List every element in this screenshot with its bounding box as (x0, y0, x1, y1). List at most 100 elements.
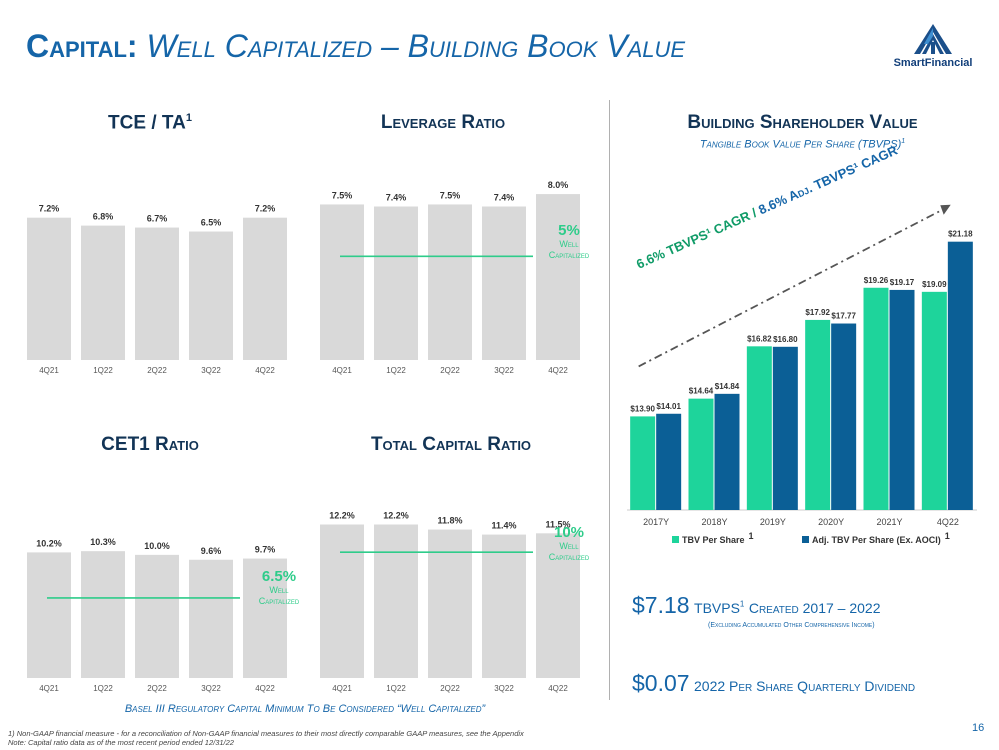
stat1-note: (Excluding Accumulated Other Comprehensi… (708, 622, 875, 629)
stat1-value: $7.18 (632, 592, 690, 618)
tbv-tick-label: 2021Y (876, 517, 902, 527)
legend-label: TBV Per Share (682, 535, 745, 545)
cet1-bar (135, 554, 179, 678)
cet1-threshold: 6.5% Well Capitalized (250, 568, 308, 607)
cet1-bar (27, 552, 71, 678)
stat1-label-post: Created 2017 – 2022 (748, 600, 881, 616)
cet1-bar-label: 9.6% (201, 546, 222, 556)
cet1-bar (243, 558, 287, 678)
cet1-threshold-word1: Well (269, 585, 289, 595)
logo-text: SmartFinancial (893, 57, 973, 69)
stat1-sup: 1 (739, 599, 745, 609)
page-number: 16 (972, 722, 985, 734)
tbv-bar-adj (656, 413, 682, 510)
total-title: Total Capital Ratio (370, 434, 532, 455)
stat-dividend: $0.07 2022 Per Share Quarterly Dividend (632, 670, 915, 697)
tbv-tick-label: 2019Y (760, 517, 786, 527)
stat2-label: 2022 Per Share Quarterly Dividend (694, 678, 916, 694)
leverage-tick-label: 1Q22 (386, 366, 406, 375)
tbv-bar-adj (889, 289, 915, 510)
total-bar-label: 11.5% (545, 519, 570, 529)
leverage-tick-label: 3Q22 (494, 366, 514, 375)
tbv-data-label: $14.01 (656, 402, 681, 411)
legend-label: Adj. TBV Per Share (Ex. AOCI) (812, 535, 941, 545)
tbv-data-label: $14.84 (715, 382, 740, 391)
tbv-bar-tbv (630, 416, 656, 510)
footnote-1: 1) Non-GAAP financial measure - for a re… (8, 729, 524, 738)
cet1-bar (81, 551, 125, 678)
cet1-bar-label: 10.3% (90, 537, 116, 547)
tbv-bar-adj (772, 346, 798, 510)
cet1-title: CET1 Ratio (101, 434, 199, 455)
leverage-threshold-value: 5% (558, 222, 580, 239)
tce-bar-label: 7.2% (255, 204, 276, 214)
tce-tick-label: 2Q22 (147, 366, 167, 375)
tbv-bar-adj (947, 241, 973, 510)
tce-title-text: TCE / TA (108, 112, 186, 134)
footnote-2: Note: Capital ratio data as of the most … (8, 738, 234, 747)
tce-title: TCE / TA1 (40, 112, 260, 134)
cet1-threshold-word2: Capitalized (258, 596, 300, 606)
bsv-title: Building Shareholder Value (687, 112, 918, 133)
tce-bar (135, 227, 179, 360)
basel-caption: Basel III Regulatory Capital Minimum To … (124, 703, 486, 715)
total-tick-label: 4Q22 (548, 684, 568, 693)
tce-bar (243, 217, 287, 360)
tbv-tick-label: 2020Y (818, 517, 844, 527)
leverage-bar-label: 7.4% (386, 193, 407, 203)
leverage-tick-label: 2Q22 (440, 366, 460, 375)
smartfinancial-logo (914, 24, 952, 54)
stat1-label-pre: TBVPS (694, 600, 740, 616)
total-bar (428, 529, 472, 678)
title-main: Capital: (26, 28, 138, 64)
leverage-title: Leverage Ratio (380, 112, 506, 133)
tce-bar (81, 225, 125, 360)
trend-arrow-line (638, 209, 943, 368)
tce-tick-label: 1Q22 (93, 366, 113, 375)
tbv-data-label: $19.17 (890, 278, 915, 287)
cet1-tick-label: 4Q21 (39, 684, 59, 693)
total-bar-label: 11.4% (491, 521, 516, 531)
tce-bar (27, 217, 71, 360)
stat-tbvps-created: $7.18 TBVPS1 Created 2017 – 2022 (632, 592, 881, 619)
legend-swatch (672, 536, 679, 543)
leverage-bar-label: 7.4% (494, 193, 515, 203)
tbv-bar-tbv (863, 287, 889, 510)
bsv-subtitle-text: Tangible Book Value Per Share (TBVPS) (699, 138, 902, 151)
tce-bar-label: 7.2% (39, 204, 60, 214)
tbv-data-label: $16.80 (773, 335, 798, 344)
total-tick-label: 2Q22 (440, 684, 460, 693)
cet1-tick-label: 4Q22 (255, 684, 275, 693)
tbv-data-label: $14.64 (689, 387, 714, 396)
tce-bar (189, 231, 233, 360)
tce-tick-label: 4Q21 (39, 366, 59, 375)
cet1-bar (189, 559, 233, 678)
tbv-data-label: $17.92 (805, 308, 830, 317)
cet1-chart: 10.2% 4Q21 10.3% 1Q22 10.0% 2Q22 9.6% 3Q22 9.7% 4… (27, 537, 287, 693)
leverage-tick-label: 4Q22 (548, 366, 568, 375)
tbv-bar-adj (714, 393, 740, 510)
total-bar (536, 533, 580, 678)
leverage-threshold: 5% Well Capitalized (540, 222, 598, 261)
leverage-threshold-word2: Capitalized (548, 250, 590, 260)
tce-bar-label: 6.8% (93, 212, 114, 222)
tbv-bar-tbv (688, 398, 714, 510)
total-threshold-value: 10% (553, 524, 585, 541)
total-bar-label: 12.2% (383, 511, 409, 521)
total-tick-label: 1Q22 (386, 684, 406, 693)
leverage-bar (428, 204, 472, 360)
leverage-bar-label: 7.5% (440, 190, 461, 200)
leverage-bar (536, 194, 580, 360)
total-threshold-word2: Capitalized (548, 552, 590, 562)
leverage-threshold-word1: Well (559, 239, 579, 249)
tbv-data-label: $19.26 (864, 276, 889, 285)
trend-arrow-head (940, 204, 951, 215)
legend-sup: 1 (749, 531, 754, 541)
cet1-threshold-value: 6.5% (261, 568, 297, 585)
tce-title-sup: 1 (185, 112, 192, 124)
tbv-data-label: $19.09 (922, 280, 947, 289)
tbv-bar-tbv (805, 319, 831, 510)
bsv-subtitle: Tangible Book Value Per Share (TBVPS)1 (630, 138, 975, 151)
stat2-value: $0.07 (632, 670, 690, 696)
total-threshold-word1: Well (559, 541, 579, 551)
